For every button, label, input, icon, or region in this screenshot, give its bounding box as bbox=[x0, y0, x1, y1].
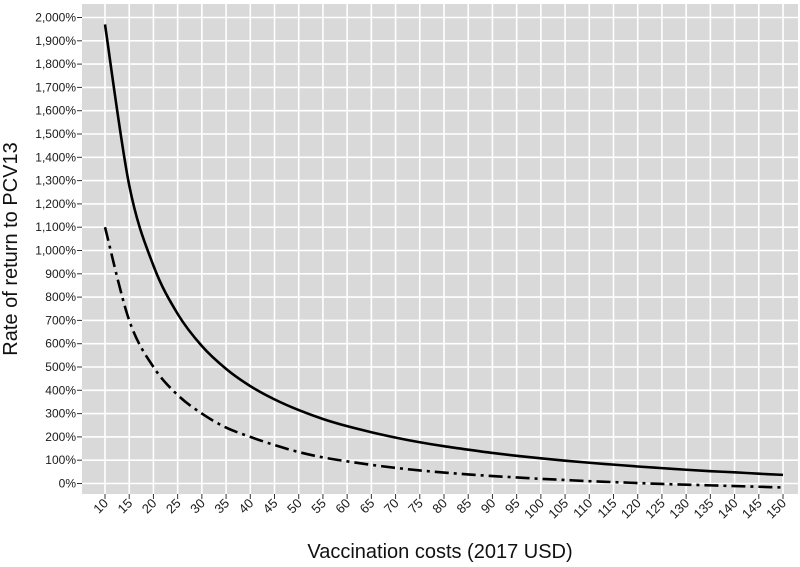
x-tick-label: 95 bbox=[502, 496, 523, 517]
x-tick-label: 35 bbox=[211, 496, 232, 517]
y-tick-label: 100% bbox=[45, 453, 76, 467]
x-tick-label: 40 bbox=[236, 496, 257, 517]
x-tick-label: 135 bbox=[691, 496, 717, 522]
y-axis-ticks: 0% 100% 200% 300% 400% 500% 600% 700% 800% 900% 1,… bbox=[35, 11, 82, 491]
y-tick-label: 2,000% bbox=[35, 11, 76, 25]
y-tick-label: 1,200% bbox=[35, 197, 76, 211]
y-tick-label: 500% bbox=[45, 360, 76, 374]
x-tick-label: 50 bbox=[284, 496, 305, 517]
y-tick-label: 1,000% bbox=[35, 244, 76, 258]
x-tick-label: 45 bbox=[260, 496, 281, 517]
series-layer bbox=[103, 24, 784, 489]
y-tick-label: 800% bbox=[45, 290, 76, 304]
x-tick-label: 140 bbox=[715, 496, 741, 522]
y-tick-label: 600% bbox=[45, 337, 76, 351]
x-tick-label: 10 bbox=[90, 496, 111, 517]
x-tick-label: 125 bbox=[642, 496, 668, 522]
x-tick-label: 60 bbox=[332, 496, 353, 517]
x-tick-label: 85 bbox=[453, 496, 474, 517]
y-tick-label: 1,700% bbox=[35, 80, 76, 94]
x-tick-label: 25 bbox=[163, 496, 184, 517]
x-tick-label: 80 bbox=[429, 496, 450, 517]
y-tick-label: 1,500% bbox=[35, 127, 76, 141]
y-tick-label: 700% bbox=[45, 313, 76, 327]
y-tick-label: 1,300% bbox=[35, 174, 76, 188]
x-axis-title: Vaccination costs (2017 USD) bbox=[307, 541, 572, 563]
series-line-dash-dot bbox=[103, 226, 784, 489]
y-axis-title: Rate of return to PCV13 bbox=[0, 142, 22, 355]
x-tick-label: 20 bbox=[139, 496, 160, 517]
y-tick-label: 1,800% bbox=[35, 57, 76, 71]
x-tick-label: 15 bbox=[114, 496, 135, 517]
x-axis-ticks: 10 15 20 25 30 35 40 45 50 55 60 65 70 75 80 85 90 951001… bbox=[90, 494, 789, 521]
x-tick-label: 150 bbox=[763, 496, 789, 522]
x-tick-label: 120 bbox=[618, 496, 644, 522]
x-tick-label: 30 bbox=[187, 496, 208, 517]
x-tick-label: 65 bbox=[357, 496, 378, 517]
y-tick-label: 1,400% bbox=[35, 150, 76, 164]
y-tick-label: 300% bbox=[45, 407, 76, 421]
x-tick-label: 100 bbox=[521, 496, 547, 522]
x-tick-label: 130 bbox=[666, 496, 692, 522]
x-tick-label: 105 bbox=[545, 496, 571, 522]
y-tick-label: 400% bbox=[45, 383, 76, 397]
y-tick-label: 900% bbox=[45, 267, 76, 281]
y-tick-label: 200% bbox=[45, 430, 76, 444]
y-tick-label: 1,600% bbox=[35, 104, 76, 118]
y-tick-label: 1,900% bbox=[35, 34, 76, 48]
y-tick-label: 0% bbox=[59, 477, 77, 491]
x-tick-label: 145 bbox=[739, 496, 765, 522]
grid-lines bbox=[82, 4, 798, 494]
x-tick-label: 75 bbox=[405, 496, 426, 517]
x-tick-label: 90 bbox=[478, 496, 499, 517]
y-tick-label: 1,100% bbox=[35, 220, 76, 234]
x-tick-label: 115 bbox=[594, 496, 619, 521]
series-line-solid bbox=[103, 24, 784, 477]
x-tick-label: 55 bbox=[308, 496, 329, 517]
x-tick-label: 70 bbox=[381, 496, 402, 517]
plot-background bbox=[82, 4, 798, 494]
x-tick-label: 110 bbox=[570, 496, 595, 521]
